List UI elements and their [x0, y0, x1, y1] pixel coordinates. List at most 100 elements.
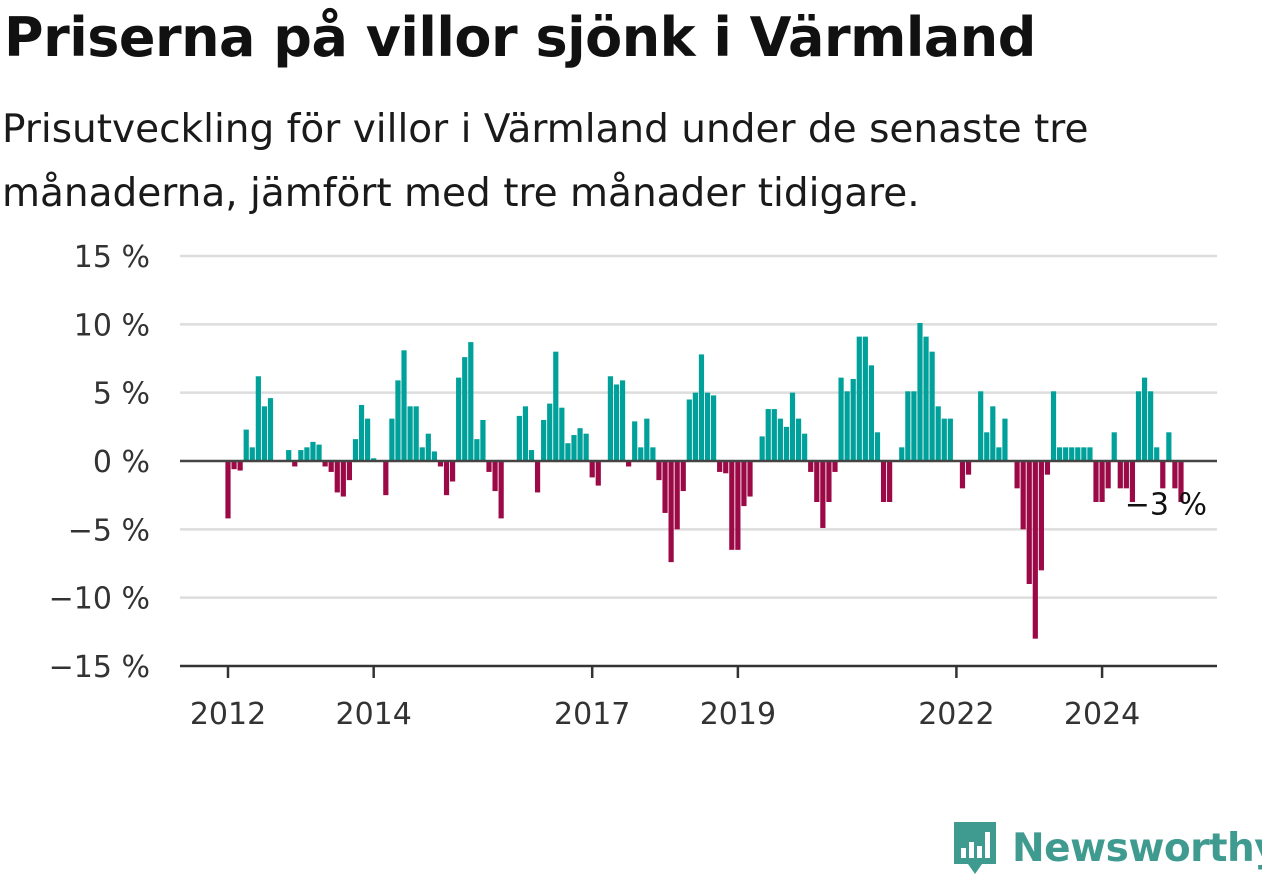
bar [1063, 447, 1069, 461]
bar [626, 461, 632, 467]
bar [480, 420, 486, 461]
bar [1093, 461, 1099, 502]
bar [1148, 391, 1154, 461]
bar [474, 439, 480, 461]
bar [638, 447, 644, 461]
bar [1166, 432, 1172, 461]
bar [522, 406, 529, 461]
bar [553, 351, 559, 461]
y-tick-label: −15 % [49, 650, 150, 685]
bar [456, 377, 462, 461]
bar [1050, 391, 1057, 461]
bar [1032, 461, 1038, 639]
bar [844, 391, 850, 461]
bar [923, 336, 929, 461]
bar [371, 458, 377, 461]
bar [698, 354, 705, 461]
bar [941, 418, 947, 461]
bar [1160, 461, 1166, 489]
bar [1002, 418, 1008, 461]
bar [462, 357, 468, 461]
bar [899, 447, 905, 461]
bar [632, 421, 638, 461]
bar [838, 377, 844, 461]
bar [826, 461, 832, 502]
bar [1020, 461, 1026, 530]
bar [759, 436, 765, 461]
bar [771, 409, 777, 461]
bar [249, 447, 255, 461]
bar [340, 461, 346, 497]
bar [808, 461, 814, 472]
bar [917, 322, 923, 461]
last-value-label: −3 % [1125, 487, 1207, 522]
bar [292, 461, 298, 467]
bar [868, 365, 875, 461]
x-tick-label: 2019 [700, 697, 776, 732]
bar [644, 418, 650, 461]
bar [814, 461, 820, 502]
bar [583, 433, 589, 461]
bar [856, 336, 862, 461]
brand-logo: Newsworthy [950, 818, 1262, 878]
bar [407, 406, 413, 461]
bar [613, 384, 620, 461]
bar [237, 461, 243, 471]
bar [802, 433, 808, 461]
bar [1014, 461, 1020, 489]
bar [686, 399, 692, 461]
bar [717, 461, 723, 472]
bar [286, 450, 292, 461]
bar [1117, 461, 1123, 489]
bar [358, 404, 365, 461]
y-tick-label: 10 % [74, 308, 150, 343]
bar [741, 461, 747, 507]
annotations: −3 % [1125, 487, 1207, 522]
axes [180, 459, 1217, 668]
bar [789, 392, 796, 461]
bar [365, 418, 371, 461]
bar [711, 395, 717, 461]
bar [729, 461, 735, 550]
bar [1038, 461, 1044, 571]
bar [1123, 461, 1129, 489]
bar [298, 450, 304, 461]
bar [310, 441, 316, 461]
bar [1099, 461, 1105, 502]
bar [589, 461, 595, 478]
bar [984, 432, 990, 461]
y-tick-label: 5 % [93, 377, 150, 412]
bar [1172, 461, 1178, 489]
bar [389, 418, 395, 461]
bar [225, 461, 231, 519]
bar [395, 380, 401, 461]
bar [346, 461, 352, 481]
bar [267, 398, 274, 461]
bar [765, 409, 771, 461]
bar [723, 461, 729, 474]
bar [1075, 447, 1081, 461]
bar [965, 461, 972, 475]
bar [383, 461, 389, 496]
bar [880, 461, 887, 502]
bar [978, 391, 984, 461]
bar [674, 461, 680, 530]
bar [1044, 461, 1051, 475]
bar [1026, 461, 1032, 584]
bar [316, 444, 322, 461]
y-tick-label: 15 % [74, 240, 150, 275]
bar [1135, 391, 1142, 461]
bar [668, 461, 674, 563]
chart-title: Priserna på villor sjönk i Värmland [4, 6, 1036, 69]
bar [328, 461, 334, 472]
bar [996, 447, 1002, 461]
bar [959, 461, 966, 489]
bar [850, 379, 856, 461]
x-tick-label: 2017 [554, 697, 630, 732]
bar [947, 418, 953, 461]
bar [656, 461, 662, 481]
brand-name: Newsworthy [1012, 825, 1262, 871]
bar [443, 461, 450, 496]
bar [516, 415, 522, 461]
